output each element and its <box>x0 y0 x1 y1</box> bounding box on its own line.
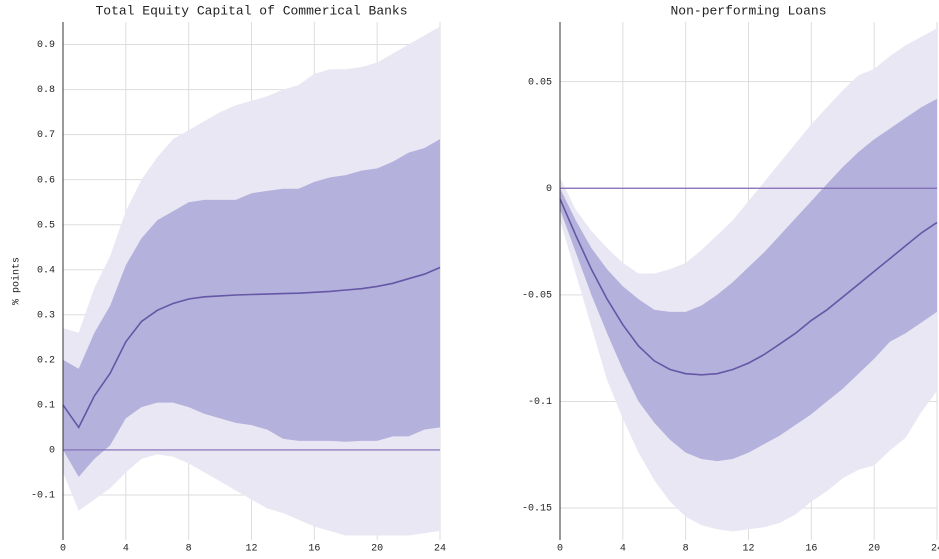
y-tick-label: 0.2 <box>37 355 55 366</box>
x-tick-label: 16 <box>805 544 817 555</box>
x-tick-label: 12 <box>245 544 257 555</box>
median-line <box>62 266 441 429</box>
x-tick-label: 20 <box>371 544 383 555</box>
x-tick-label: 12 <box>742 544 754 555</box>
x-tick-label: 0 <box>557 544 563 555</box>
x-tick-label: 4 <box>620 544 626 555</box>
y-tick-label: -0.1 <box>528 397 552 408</box>
y-axis-label: % points <box>11 257 23 305</box>
y-tick-label: 0.9 <box>37 40 55 51</box>
y-tick-label: 0.6 <box>37 175 55 186</box>
y-tick-label: -0.1 <box>31 491 55 502</box>
y-tick-label: 0.05 <box>528 77 552 88</box>
confidence-band <box>63 139 440 477</box>
y-tick-label: 0 <box>49 446 55 457</box>
y-tick-label: 0.5 <box>37 220 55 231</box>
median-line <box>559 198 938 376</box>
x-tick-label: 0 <box>60 544 66 555</box>
x-tick-label: 20 <box>868 544 880 555</box>
x-tick-label: 8 <box>186 544 192 555</box>
chart-title: Total Equity Capital of Commerical Banks <box>95 3 407 18</box>
y-tick-label: -0.05 <box>522 290 552 301</box>
x-tick-label: 24 <box>931 544 939 555</box>
x-tick-label: 4 <box>123 544 129 555</box>
x-tick-label: 16 <box>308 544 320 555</box>
confidence-band <box>560 98 937 462</box>
y-tick-label: 0.4 <box>37 265 55 276</box>
panel: Non-performing Loans 0 4 8 12 16 20 24 -0.15 -0.1… <box>522 3 939 554</box>
chart-title: Non-performing Loans <box>670 3 826 18</box>
y-tick-label: 0.1 <box>37 401 55 412</box>
y-tick-label: -0.15 <box>522 504 552 515</box>
y-tick-label: 0.8 <box>37 85 55 96</box>
panel: Total Equity Capital of Commerical Banks… <box>11 3 446 554</box>
y-tick-label: 0.7 <box>37 130 55 141</box>
x-tick-label: 24 <box>434 544 446 555</box>
y-tick-label: 0 <box>546 184 552 195</box>
y-tick-label: 0.3 <box>37 310 55 321</box>
x-tick-label: 8 <box>683 544 689 555</box>
